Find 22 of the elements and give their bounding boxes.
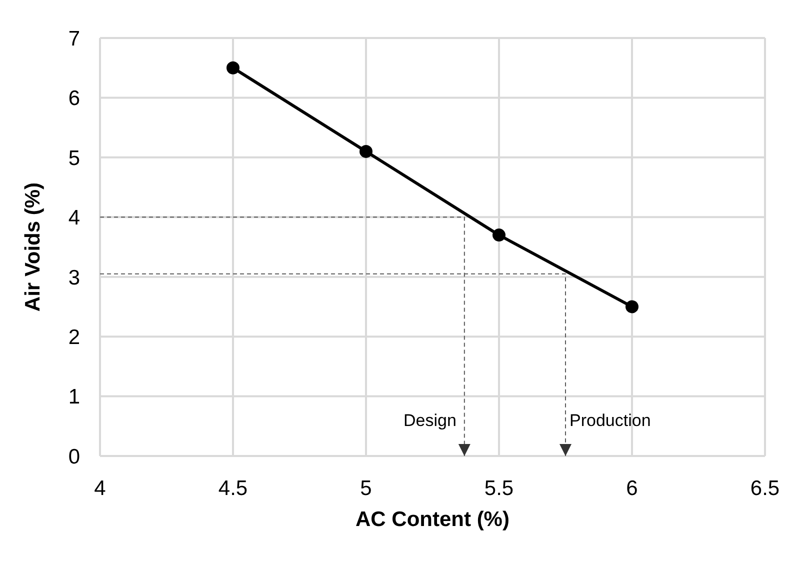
point [492, 228, 506, 242]
x-tick-label: 6.5 [750, 476, 780, 500]
x-axis-title: AC Content (%) [356, 508, 510, 531]
x-tick-label: 6 [626, 476, 638, 500]
point [226, 61, 240, 74]
x-tick-label: 4.5 [218, 476, 248, 500]
y-tick-label: 7 [68, 27, 80, 50]
y-tick-label: 5 [68, 146, 80, 170]
y-tick-label: 1 [68, 386, 80, 409]
x-tick-label: 4 [94, 476, 106, 500]
y-tick-label: 3 [68, 266, 80, 290]
y-tick-label: 6 [68, 87, 80, 110]
y-tick-label: 4 [68, 206, 80, 230]
annotation: Design [404, 411, 456, 430]
point [360, 144, 372, 158]
x-tick-label: 5.5 [484, 476, 514, 500]
y-tick-label: 2 [68, 326, 80, 350]
point [626, 300, 638, 314]
annotation: Production [570, 411, 651, 430]
y-tick-label: 0 [68, 445, 80, 468]
y-axis-title: Air Voids (%) [21, 182, 44, 312]
x-tick-label: 5 [360, 476, 372, 500]
